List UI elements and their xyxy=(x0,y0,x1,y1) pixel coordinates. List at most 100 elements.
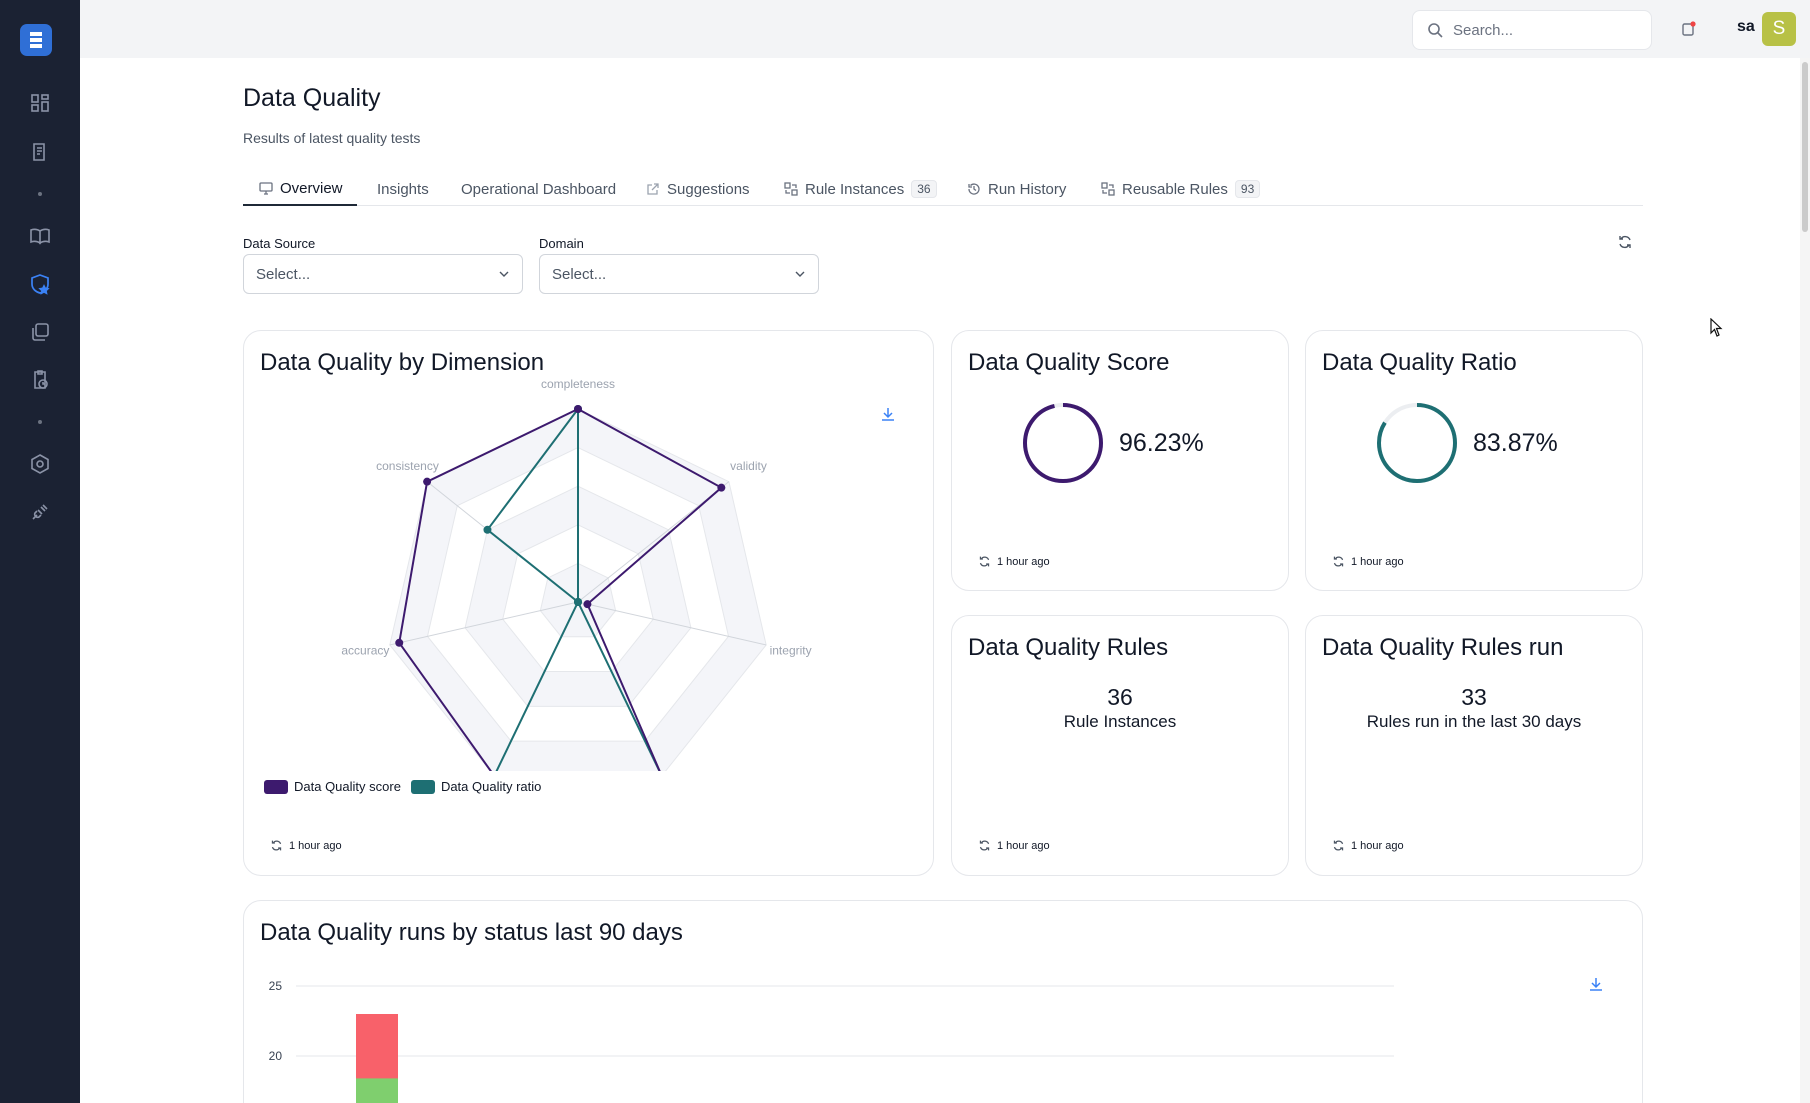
avatar[interactable]: S xyxy=(1762,12,1796,46)
search-icon xyxy=(1428,23,1443,38)
page-subtitle: Results of latest quality tests xyxy=(243,130,421,146)
tab-suggestions[interactable]: Suggestions xyxy=(646,172,750,206)
ratio-card: Data Quality Ratio 83.87% 1 hour ago xyxy=(1305,330,1643,591)
domain-label: Domain xyxy=(539,236,584,251)
tab-overview[interactable]: Overview xyxy=(243,172,357,206)
tab-label: Rule Instances xyxy=(805,180,905,198)
download-icon[interactable] xyxy=(1588,976,1604,992)
last-updated: 1 hour ago xyxy=(978,839,1050,852)
radar-point xyxy=(483,525,492,534)
tab-label: Insights xyxy=(377,180,429,198)
document-icon[interactable] xyxy=(27,139,53,165)
monitor-icon xyxy=(259,182,273,195)
rules-run-count: 33 xyxy=(1461,684,1487,710)
dashboard-icon[interactable] xyxy=(27,90,53,116)
search-input[interactable] xyxy=(1453,21,1633,39)
tab-label: Operational Dashboard xyxy=(461,180,617,198)
clipboard-clock-icon[interactable] xyxy=(27,367,53,393)
refresh-icon xyxy=(1333,840,1344,851)
rules-caption: Rule Instances xyxy=(1063,712,1177,731)
legend-label: Data Quality score xyxy=(294,779,401,794)
tab-count-badge: 93 xyxy=(1234,180,1261,198)
card-title: Data Quality Score xyxy=(968,349,1170,376)
download-icon[interactable] xyxy=(880,406,896,422)
card-title: Data Quality Ratio xyxy=(1322,349,1517,376)
tab-rule-instances[interactable]: Rule Instances 36 xyxy=(784,172,937,206)
user-initials[interactable]: sa xyxy=(1737,18,1755,35)
tab-label: Suggestions xyxy=(667,180,750,198)
chevron-down-icon xyxy=(499,271,509,277)
card-title: Data Quality Rules xyxy=(968,634,1169,661)
scrollbar-thumb[interactable] xyxy=(1802,62,1808,232)
rules-run-caption: Rules run in the last 30 days xyxy=(1366,712,1582,731)
radar-point xyxy=(717,483,726,492)
radar-point xyxy=(574,598,582,606)
domain-select[interactable]: Select... xyxy=(539,254,819,294)
bar-segment-passed xyxy=(356,1078,398,1103)
refresh-icon xyxy=(979,840,990,851)
y-tick-label: 20 xyxy=(269,1049,283,1063)
last-updated-text: 1 hour ago xyxy=(1351,839,1404,852)
data-source-select[interactable]: Select... xyxy=(243,254,523,294)
tab-operational-dashboard[interactable]: Operational Dashboard xyxy=(461,172,616,206)
radar-point xyxy=(423,477,432,486)
last-updated-text: 1 hour ago xyxy=(289,839,342,852)
search-box[interactable] xyxy=(1412,10,1652,50)
select-placeholder: Select... xyxy=(552,265,607,283)
data-source-label: Data Source xyxy=(243,236,316,251)
ratio-ring xyxy=(1377,403,1457,483)
radar-chart: completenessvalidityintegritytimelinessu… xyxy=(341,377,812,771)
last-updated: 1 hour ago xyxy=(978,555,1050,568)
rules-card: Data Quality Rules 36 Rule Instances 1 h… xyxy=(951,615,1289,876)
tab-count-badge: 36 xyxy=(911,180,937,198)
refresh-icon xyxy=(979,556,990,567)
sidebar-separator xyxy=(38,420,42,424)
app-logo-icon[interactable] xyxy=(20,24,52,56)
book-icon[interactable] xyxy=(27,223,53,249)
legend-item-score[interactable]: Data Quality score xyxy=(264,779,401,794)
tab-reusable-rules[interactable]: Reusable Rules 93 xyxy=(1101,172,1261,206)
radar-point xyxy=(395,638,404,647)
notification-icon[interactable] xyxy=(1680,20,1698,38)
last-updated: 1 hour ago xyxy=(1332,555,1404,568)
radar-axis-label: accuracy xyxy=(341,644,389,658)
card-title: Data Quality runs by status last 90 days xyxy=(260,919,683,946)
plug-icon[interactable] xyxy=(27,499,53,525)
tab-run-history[interactable]: Run History xyxy=(967,172,1066,206)
tab-label: Reusable Rules xyxy=(1122,180,1228,198)
files-icon[interactable] xyxy=(27,319,53,345)
legend-item-ratio[interactable]: Data Quality ratio xyxy=(410,779,541,794)
shield-star-icon[interactable] xyxy=(27,271,53,297)
page-title: Data Quality xyxy=(243,84,381,112)
external-link-icon xyxy=(647,183,659,195)
runs-status-card: Data Quality runs by status last 90 days… xyxy=(243,900,1643,1103)
rules-count: 36 xyxy=(1107,684,1133,710)
radar-axis-line xyxy=(389,601,579,646)
sidebar-separator xyxy=(38,192,42,196)
score-card: Data Quality Score 96.23% 1 hour ago xyxy=(951,330,1289,591)
score-value: 96.23% xyxy=(1119,429,1204,457)
card-title: Data Quality by Dimension xyxy=(260,349,545,376)
history-icon xyxy=(968,183,980,195)
radar-axis-label: validity xyxy=(730,459,767,473)
radar-axis-line xyxy=(577,601,767,646)
last-updated-text: 1 hour ago xyxy=(997,555,1050,568)
ring-progress xyxy=(1023,403,1103,483)
settings-hexagon-icon[interactable] xyxy=(27,451,53,477)
chart-legend: Data Quality score Data Quality ratio xyxy=(264,779,541,794)
radar-point xyxy=(574,405,582,413)
last-updated-text: 1 hour ago xyxy=(997,839,1050,852)
select-placeholder: Select... xyxy=(256,265,311,283)
refresh-icon[interactable] xyxy=(1617,234,1635,252)
tab-label: Run History xyxy=(988,180,1067,198)
score-ring xyxy=(1023,403,1103,483)
refresh-icon xyxy=(271,840,282,851)
page-scrollbar[interactable] xyxy=(1800,58,1810,1103)
card-title: Data Quality Rules run xyxy=(1322,634,1564,661)
radar-axis-label: integrity xyxy=(770,644,812,658)
last-updated-text: 1 hour ago xyxy=(1351,555,1404,568)
rules-run-card: Data Quality Rules run 33 Rules run in t… xyxy=(1305,615,1643,876)
tab-bar: Overview Insights Operational Dashboard … xyxy=(243,172,1643,206)
tab-insights[interactable]: Insights xyxy=(377,172,429,206)
